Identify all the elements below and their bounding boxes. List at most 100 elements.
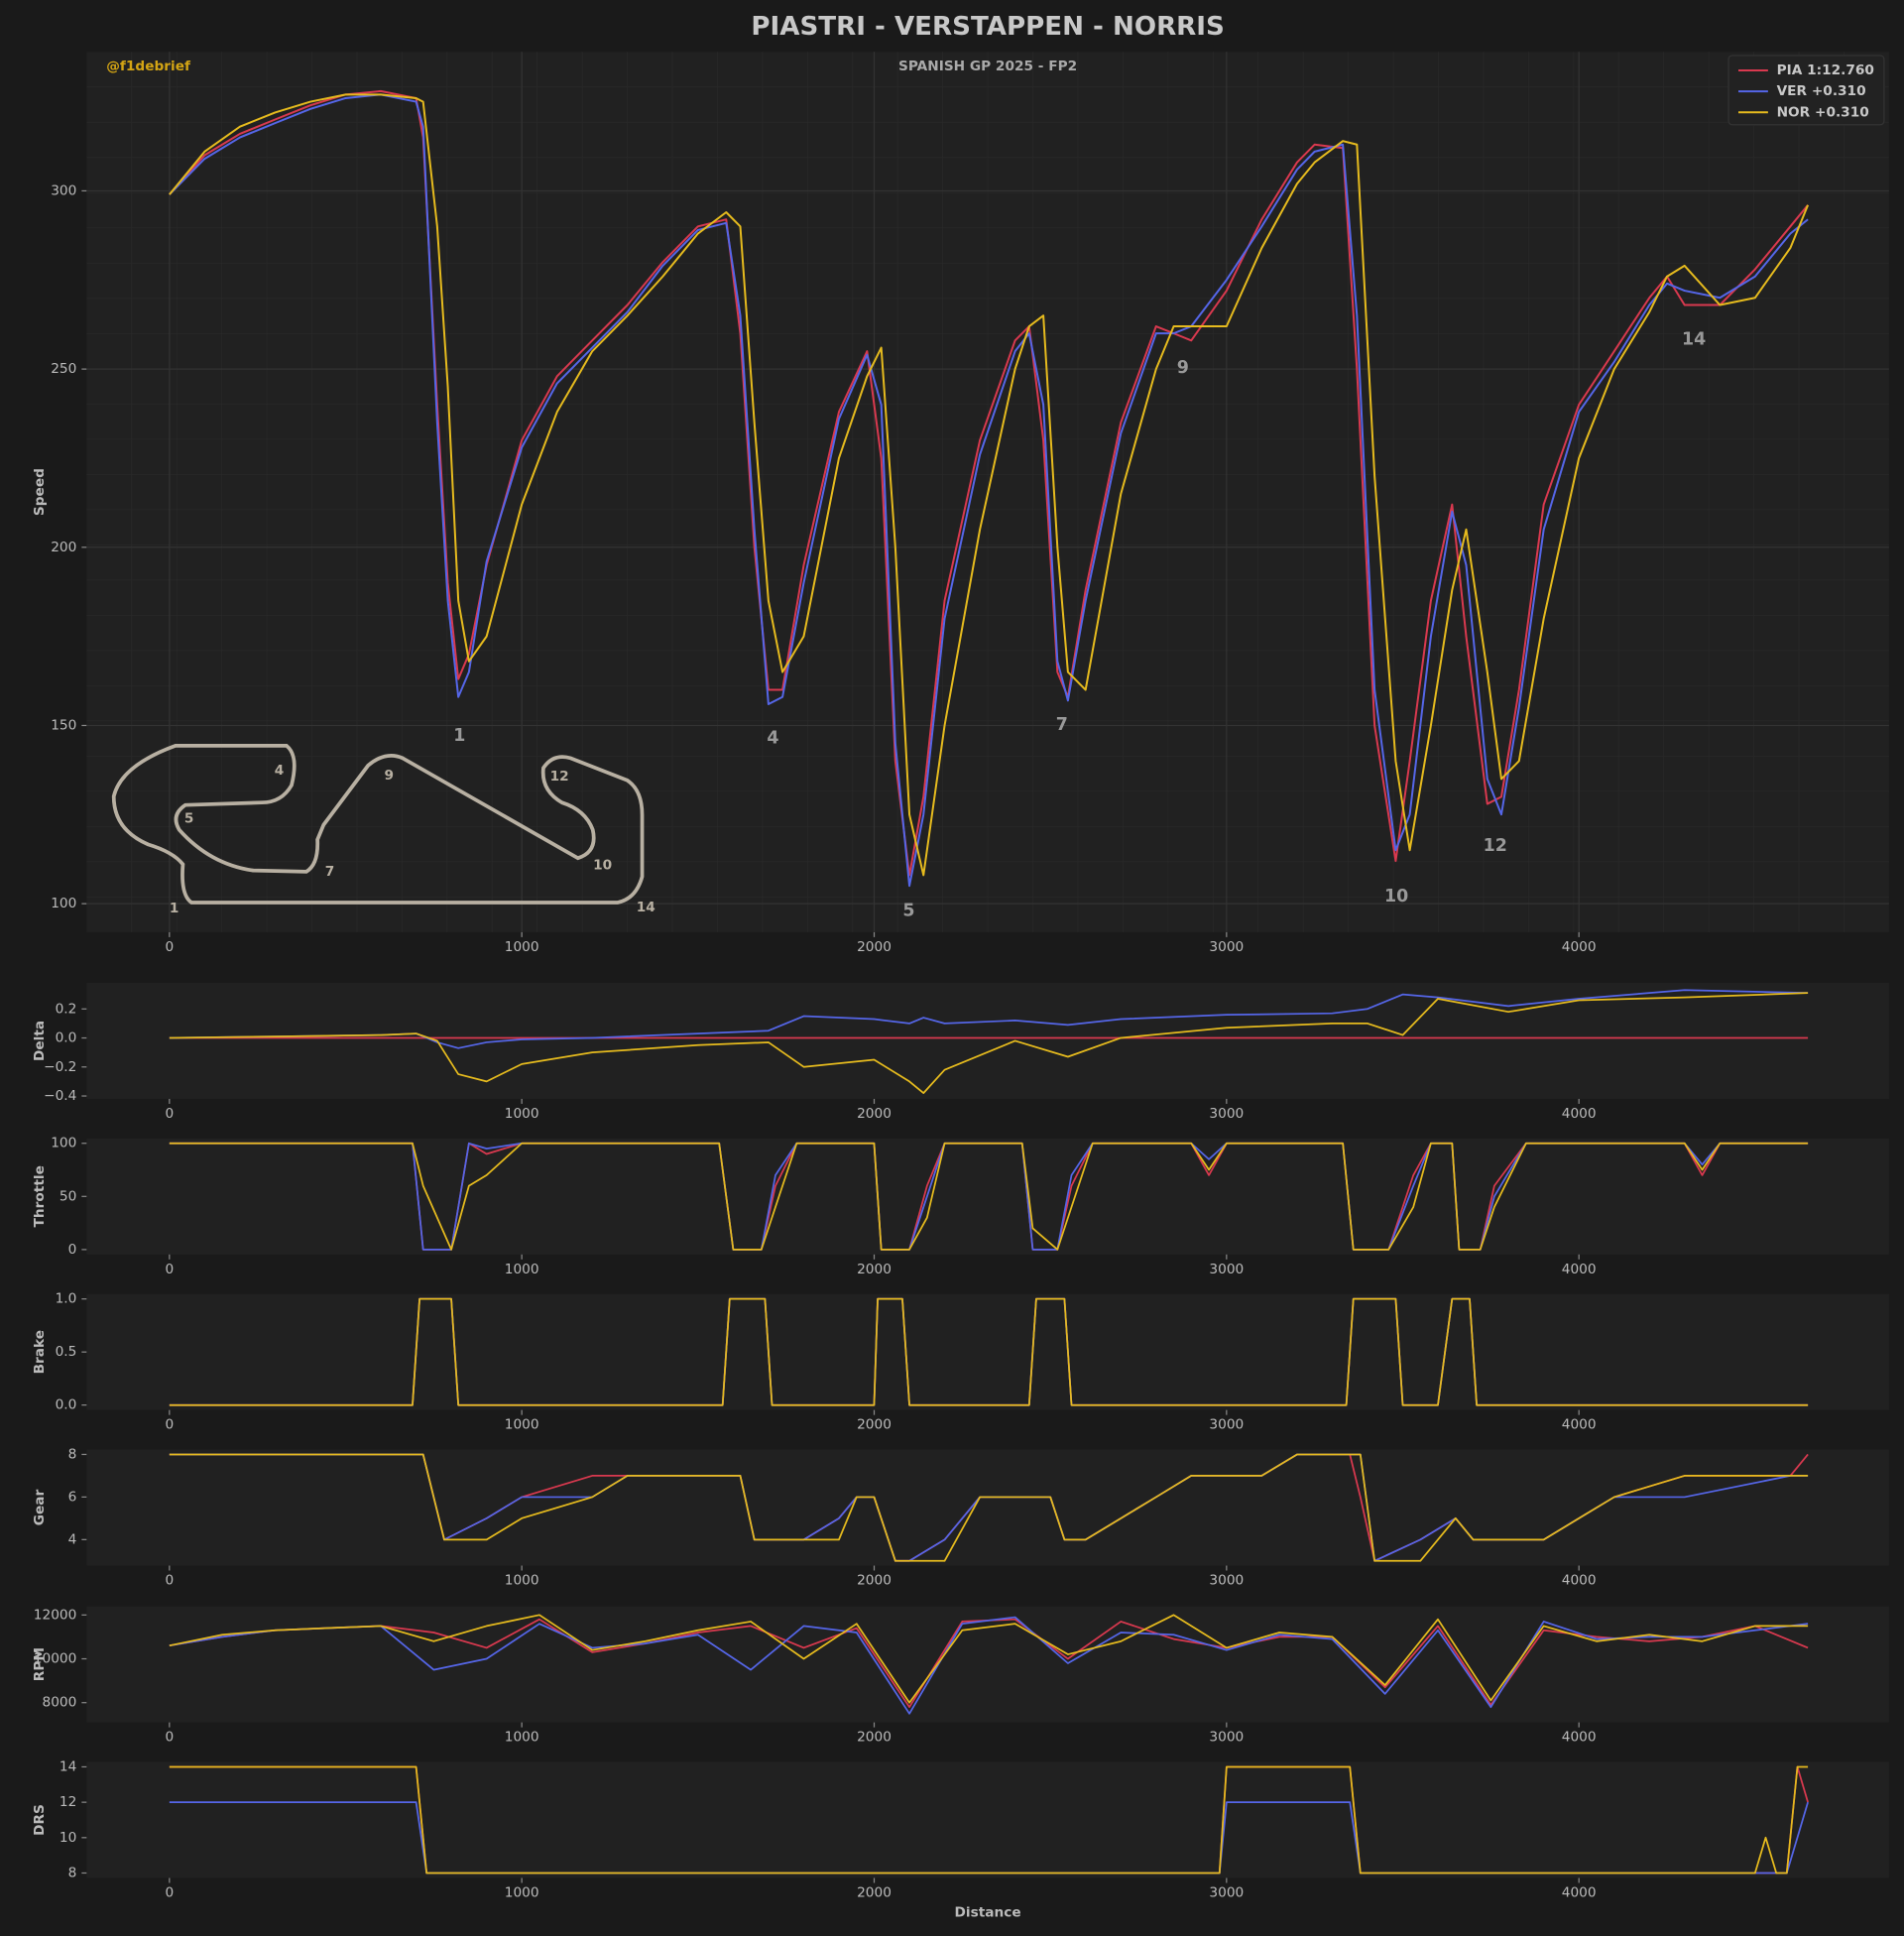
plot-area <box>86 1138 1889 1255</box>
track-map-label: 14 <box>637 900 655 915</box>
series-line <box>169 93 1810 877</box>
y-axis-label: Throttle <box>32 1165 48 1227</box>
track-map <box>111 744 645 905</box>
chart-title: PIASTRI - VERSTAPPEN - NORRIS <box>751 12 1224 42</box>
track-map-label: 12 <box>550 769 569 785</box>
y-tick-label: 0 <box>68 1242 77 1258</box>
x-tick-label: 0 <box>165 1262 174 1277</box>
y-tick-label: 0.2 <box>56 1001 77 1017</box>
x-tick-label: 0 <box>165 1106 174 1122</box>
y-tick-label: −0.2 <box>44 1059 76 1075</box>
x-tick-label: 1000 <box>505 1106 539 1122</box>
x-tick-label: 4000 <box>1562 1262 1597 1277</box>
plot-area <box>86 1606 1889 1723</box>
y-axis-label: DRS <box>32 1804 48 1836</box>
subtitle: SPANISH GP 2025 - FP2 <box>898 59 1077 74</box>
y-tick-label: 50 <box>60 1188 76 1204</box>
y-tick-label: 4 <box>68 1531 77 1547</box>
y-tick-label: 10 <box>60 1830 76 1846</box>
x-tick-label: 0 <box>165 1730 174 1746</box>
x-tick-label: 0 <box>165 1572 174 1588</box>
x-tick-label: 1000 <box>505 1417 539 1433</box>
x-tick-label: 3000 <box>1209 1884 1244 1900</box>
series-line <box>169 989 1809 1049</box>
y-tick-label: 0.0 <box>56 1030 77 1046</box>
corner-label: 7 <box>1056 715 1068 735</box>
series-line <box>169 1453 1809 1562</box>
y-tick-label: 8 <box>68 1446 77 1462</box>
corner-label: 14 <box>1682 329 1706 349</box>
corner-label: 1 <box>453 726 465 746</box>
x-tick-label: 1000 <box>505 1572 539 1588</box>
x-tick-label: 2000 <box>857 1106 892 1122</box>
x-axis-label: Distance <box>955 1904 1021 1920</box>
x-tick-label: 1000 <box>505 1730 539 1746</box>
x-tick-label: 1000 <box>505 1262 539 1277</box>
y-tick-label: 1.0 <box>56 1291 77 1307</box>
series-line <box>169 992 1809 1094</box>
x-tick-label: 0 <box>165 939 174 955</box>
y-tick-label: 100 <box>51 896 76 911</box>
corner-label: 12 <box>1484 836 1507 856</box>
series-line <box>169 89 1809 877</box>
x-tick-label: 2000 <box>857 1572 892 1588</box>
x-tick-label: 1000 <box>505 939 539 955</box>
x-tick-label: 2000 <box>857 1884 892 1900</box>
y-tick-label: 0.0 <box>56 1397 77 1413</box>
legend-label: VER +0.310 <box>1777 83 1866 99</box>
x-tick-label: 4000 <box>1562 1730 1597 1746</box>
x-tick-label: 3000 <box>1209 1572 1244 1588</box>
series-line <box>169 1765 1809 1875</box>
x-tick-label: 0 <box>165 1884 174 1900</box>
y-tick-label: 14 <box>60 1758 76 1774</box>
legend-label: PIA 1:12.760 <box>1777 62 1874 78</box>
x-tick-label: 4000 <box>1562 1106 1597 1122</box>
y-tick-label: −0.4 <box>44 1088 76 1104</box>
x-tick-label: 1000 <box>505 1884 539 1900</box>
y-tick-label: 100 <box>51 1136 76 1151</box>
x-tick-label: 3000 <box>1209 1730 1244 1746</box>
corner-label: 9 <box>1177 358 1189 378</box>
y-tick-label: 200 <box>51 540 76 555</box>
y-axis-label: Brake <box>32 1330 48 1374</box>
y-tick-label: 150 <box>51 717 76 733</box>
track-map-label: 9 <box>385 768 395 784</box>
x-tick-label: 2000 <box>857 939 892 955</box>
track-map-label: 10 <box>593 858 612 874</box>
track-map-label: 4 <box>275 763 285 779</box>
x-tick-label: 4000 <box>1562 1884 1597 1900</box>
y-tick-label: 12 <box>60 1794 76 1810</box>
x-tick-label: 2000 <box>857 1262 892 1277</box>
x-tick-label: 3000 <box>1209 1106 1244 1122</box>
plot-area <box>86 1293 1889 1410</box>
corner-label: 4 <box>767 728 778 748</box>
y-tick-label: 12000 <box>34 1607 77 1623</box>
legend-label: NOR +0.310 <box>1777 104 1869 120</box>
track-map-label: 7 <box>325 864 335 880</box>
y-axis-label: Delta <box>32 1021 48 1061</box>
series-line <box>169 93 1809 888</box>
y-tick-label: 250 <box>51 361 76 377</box>
y-axis-label: Gear <box>32 1490 48 1526</box>
x-tick-label: 2000 <box>857 1730 892 1746</box>
y-tick-label: 300 <box>51 182 76 198</box>
y-tick-label: 8 <box>68 1865 77 1880</box>
y-axis-label: RPM <box>32 1647 48 1681</box>
corner-label: 10 <box>1384 887 1408 907</box>
series-line <box>169 1616 1809 1715</box>
plot-area <box>86 1761 1889 1878</box>
legend-box <box>1727 55 1885 126</box>
corner-label: 5 <box>902 902 914 921</box>
y-axis-label: Speed <box>32 468 48 516</box>
plot-area <box>86 1449 1889 1566</box>
track-map-label: 5 <box>184 810 194 826</box>
y-tick-label: 6 <box>68 1489 77 1505</box>
x-tick-label: 4000 <box>1562 1572 1597 1588</box>
plot-area <box>86 982 1889 1099</box>
series-line <box>169 1297 1809 1406</box>
y-tick-label: 0.5 <box>56 1344 77 1360</box>
y-tick-label: 10000 <box>34 1651 77 1667</box>
series-line <box>169 1614 1809 1704</box>
x-tick-label: 4000 <box>1562 939 1597 955</box>
